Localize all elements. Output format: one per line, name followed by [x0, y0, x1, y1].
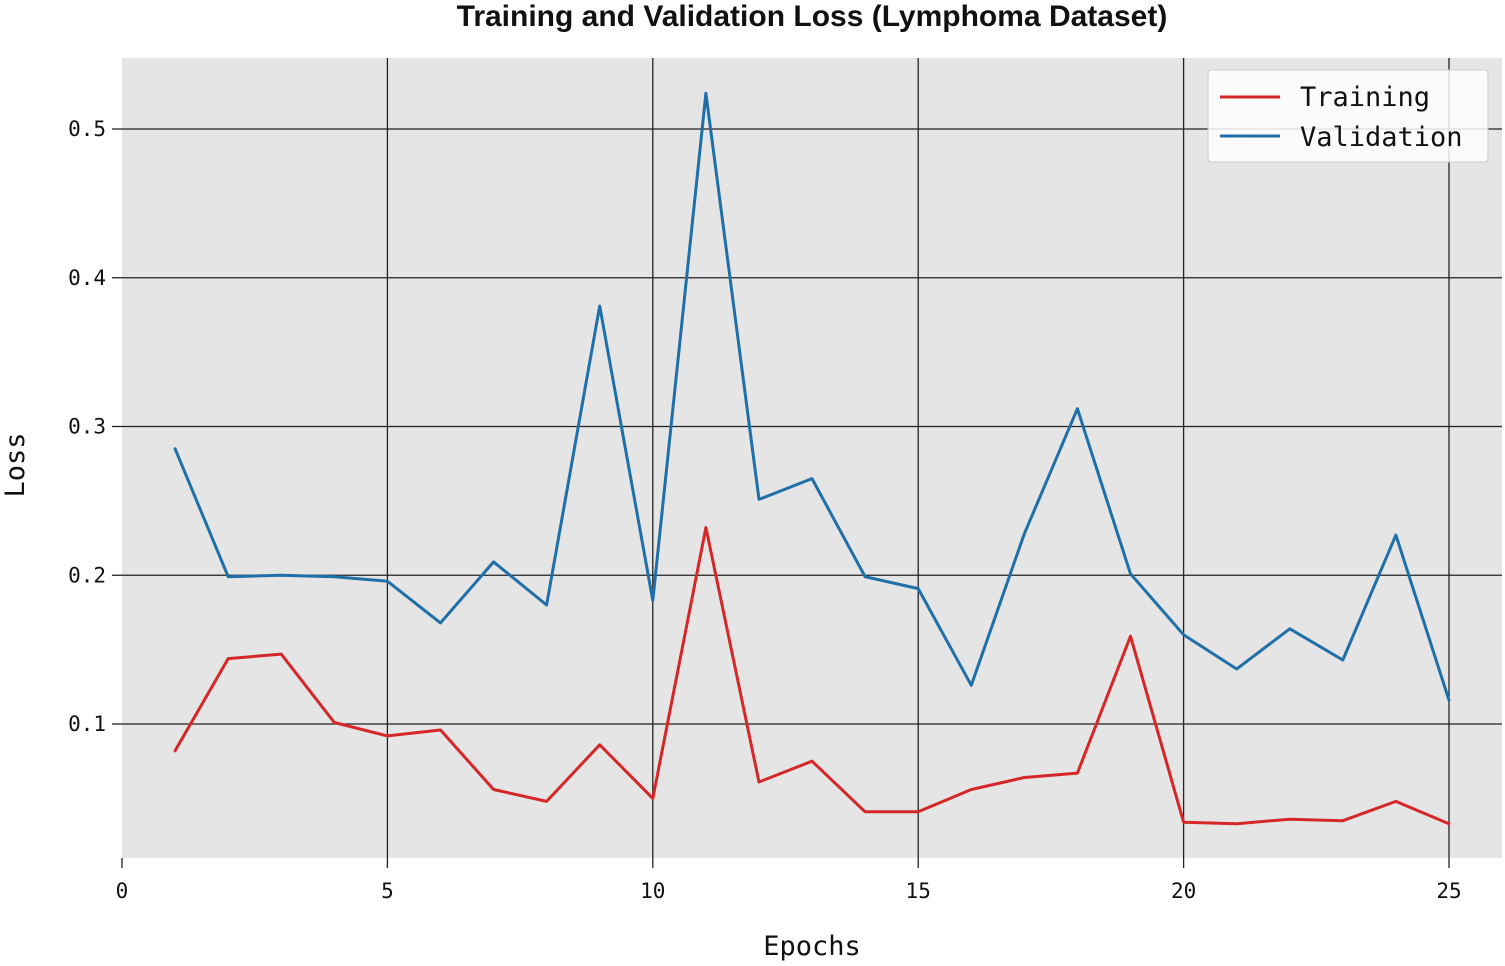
y-axis-label: Loss [0, 432, 31, 497]
x-axis-label: Epochs [763, 931, 861, 962]
y-tick-label: 0.3 [68, 415, 106, 439]
series-line-training [173, 526, 1451, 826]
y-tick-label: 0.4 [68, 266, 106, 290]
x-axis-ticks: 0 5 10 15 20 25 [116, 858, 1462, 903]
legend: Training Validation [1207, 69, 1489, 163]
legend-label-training: Training [1300, 82, 1430, 113]
series-layer [173, 91, 1451, 826]
series-line-validation [173, 91, 1451, 702]
x-tick-label: 0 [116, 879, 129, 903]
x-tick-label: 5 [381, 879, 394, 903]
legend-label-validation: Validation [1300, 122, 1463, 153]
y-axis-ticks: 0.1 0.2 0.3 0.4 0.5 [68, 117, 122, 736]
x-tick-label: 15 [906, 879, 931, 903]
y-tick-label: 0.2 [68, 563, 106, 587]
chart-title: Training and Validation Loss (Lymphoma D… [457, 0, 1168, 33]
legend-box [1207, 69, 1489, 163]
y-tick-label: 0.5 [68, 117, 106, 141]
y-tick-label: 0.1 [68, 712, 106, 736]
x-tick-label: 20 [1171, 879, 1196, 903]
x-tick-label: 25 [1436, 879, 1461, 903]
x-tick-label: 10 [640, 879, 665, 903]
plot-area [122, 58, 1502, 858]
